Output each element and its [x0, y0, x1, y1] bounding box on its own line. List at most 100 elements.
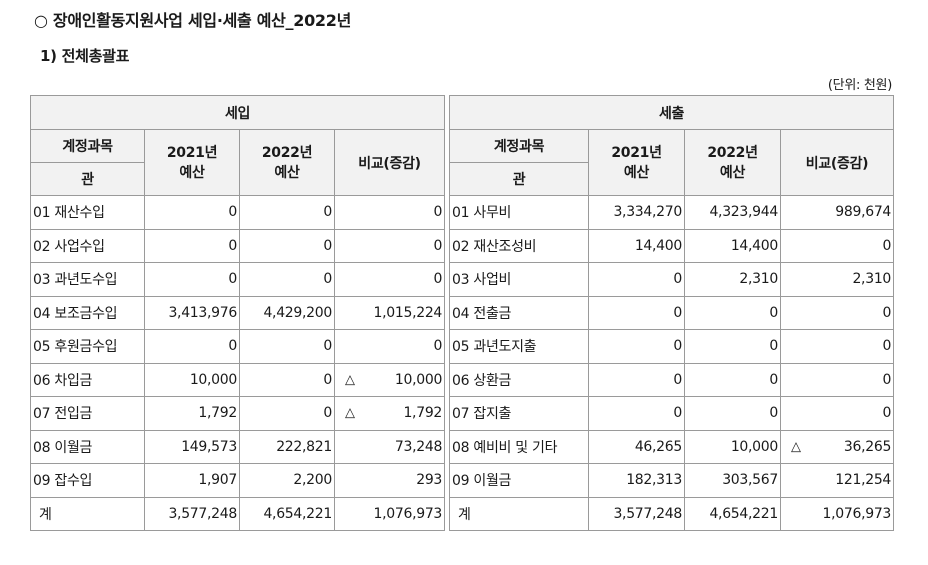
- income-header: 세입: [29, 95, 446, 130]
- unit-label: (단위: 천원): [827, 78, 892, 93]
- total-2021-value: 3,577,248: [144, 496, 240, 531]
- income-row: 09 잡수입 1,907 2,200 293: [30, 463, 446, 498]
- row-name: 04 전출금: [449, 295, 589, 330]
- expense-row: 05 과년도지출 0 0 0: [449, 329, 895, 364]
- row-2021-value: 10,000: [144, 362, 240, 397]
- row-name: 08 이월금: [30, 429, 145, 464]
- row-compare-number: 0: [882, 405, 892, 422]
- row-compare-value: 73,248: [333, 429, 446, 464]
- row-compare-number: 1,792: [403, 405, 443, 422]
- row-compare-number: 0: [882, 237, 892, 254]
- income-col-category: 관: [30, 162, 145, 196]
- income-total-row: 계 3,577,248 4,654,221 1,076,973: [30, 496, 446, 531]
- income-row: 04 보조금수입 3,413,976 4,429,200 1,015,224: [30, 295, 446, 330]
- expense-col-2022-line2: 예산: [719, 164, 746, 181]
- row-2021-value: 0: [144, 195, 240, 230]
- row-compare-value: 0: [333, 228, 446, 263]
- row-2021-value: 0: [588, 262, 685, 297]
- expense-col-compare: 비교(증감): [779, 129, 895, 196]
- row-2022-value: 0: [684, 329, 781, 364]
- row-2022-value: 0: [239, 195, 335, 230]
- total-2021-value: 3,577,248: [588, 496, 685, 531]
- row-2021-value: 14,400: [588, 228, 685, 263]
- income-table: 세입 계정과목 2021년 예산 2022년 예산 비교(증감) 관 01 재산수입…: [29, 95, 446, 531]
- total-compare-value: 1,076,973: [779, 496, 895, 531]
- income-col-2021-line1: 2021년: [166, 144, 218, 161]
- row-compare-value: 0: [333, 195, 446, 230]
- row-name: 06 상환금: [449, 362, 589, 397]
- expense-col-account: 계정과목: [449, 129, 589, 163]
- decrease-triangle-icon: △: [345, 372, 355, 388]
- total-label: 계: [449, 496, 589, 531]
- expense-row: 06 상환금 0 0 0: [449, 362, 895, 397]
- row-2022-value: 2,200: [239, 463, 335, 498]
- row-name: 02 사업수입: [30, 228, 145, 263]
- expense-row: 03 사업비 0 2,310 2,310: [449, 262, 895, 297]
- row-name: 04 보조금수입: [30, 295, 145, 330]
- expense-row: 07 잡지출 0 0 0: [449, 396, 895, 431]
- row-compare-value: 0: [333, 262, 446, 297]
- row-compare-number: 989,674: [835, 204, 892, 221]
- row-compare-number: 0: [882, 338, 892, 355]
- row-compare-number: 36,265: [843, 438, 892, 455]
- decrease-triangle-icon: △: [345, 405, 355, 421]
- section-subtitle: 1) 전체총괄표: [40, 47, 130, 65]
- decrease-triangle-icon: △: [791, 439, 801, 455]
- row-compare-value: 2,310: [779, 262, 895, 297]
- row-compare-number: 0: [433, 204, 443, 221]
- row-compare-value: △ 36,265: [779, 429, 895, 464]
- row-compare-value: 293: [333, 463, 446, 498]
- row-compare-value: 0: [779, 362, 895, 397]
- row-name: 05 후원금수입: [30, 329, 145, 364]
- row-2022-value: 0: [239, 262, 335, 297]
- row-name: 08 예비비 및 기타: [449, 429, 589, 464]
- row-2021-value: 1,907: [144, 463, 240, 498]
- row-compare-value: △ 10,000: [333, 362, 446, 397]
- income-row: 06 차입금 10,000 0 △ 10,000: [30, 362, 446, 397]
- row-2022-value: 4,429,200: [239, 295, 335, 330]
- total-compare-value: 1,076,973: [333, 496, 446, 531]
- row-name: 05 과년도지출: [449, 329, 589, 364]
- row-compare-value: 0: [779, 228, 895, 263]
- row-2022-value: 0: [684, 396, 781, 431]
- row-2021-value: 0: [588, 329, 685, 364]
- expense-body: 01 사무비 3,334,270 4,323,944 989,674 02 재산조성비 1…: [449, 195, 895, 531]
- expense-col-category: 관: [449, 162, 589, 196]
- income-col-2022-line1: 2022년: [261, 144, 313, 161]
- row-2022-value: 0: [684, 295, 781, 330]
- row-2021-value: 0: [144, 262, 240, 297]
- row-name: 02 재산조성비: [449, 228, 589, 263]
- income-col-2021-line2: 예산: [179, 164, 205, 181]
- expense-row: 01 사무비 3,334,270 4,323,944 989,674: [449, 195, 895, 230]
- income-row: 08 이월금 149,573 222,821 73,248: [30, 429, 446, 464]
- total-label: 계: [30, 496, 145, 531]
- row-2021-value: 0: [144, 329, 240, 364]
- row-compare-number: 1,015,224: [373, 304, 443, 321]
- row-name: 07 잡지출: [449, 396, 589, 431]
- row-2021-value: 149,573: [144, 429, 240, 464]
- row-compare-value: 121,254: [779, 463, 895, 498]
- row-name: 01 사무비: [449, 195, 589, 230]
- row-compare-number: 0: [433, 271, 443, 288]
- income-col-2022-line2: 예산: [274, 164, 300, 181]
- expense-row: 09 이월금 182,313 303,567 121,254: [449, 463, 895, 498]
- income-body: 01 재산수입 0 0 0 02 사업수입 0 0 0 03 과년도수입 0 0 0 04 보조금수입 3…: [30, 195, 446, 531]
- row-2021-value: 1,792: [144, 396, 240, 431]
- row-2021-value: 46,265: [588, 429, 685, 464]
- row-name: 06 차입금: [30, 362, 145, 397]
- row-2022-value: 222,821: [239, 429, 335, 464]
- row-2021-value: 0: [588, 362, 685, 397]
- income-row: 02 사업수입 0 0 0: [30, 228, 446, 263]
- row-compare-value: 0: [779, 329, 895, 364]
- total-compare-number: 1,076,973: [373, 505, 443, 522]
- row-compare-number: 293: [416, 472, 443, 489]
- row-2022-value: 4,323,944: [684, 195, 781, 230]
- expense-col-2022-line1: 2022년: [707, 144, 758, 161]
- row-compare-number: 10,000: [394, 371, 443, 388]
- row-compare-number: 121,254: [835, 472, 892, 489]
- income-col-account: 계정과목: [30, 129, 145, 163]
- income-row: 03 과년도수입 0 0 0: [30, 262, 446, 297]
- row-compare-number: 0: [882, 371, 892, 388]
